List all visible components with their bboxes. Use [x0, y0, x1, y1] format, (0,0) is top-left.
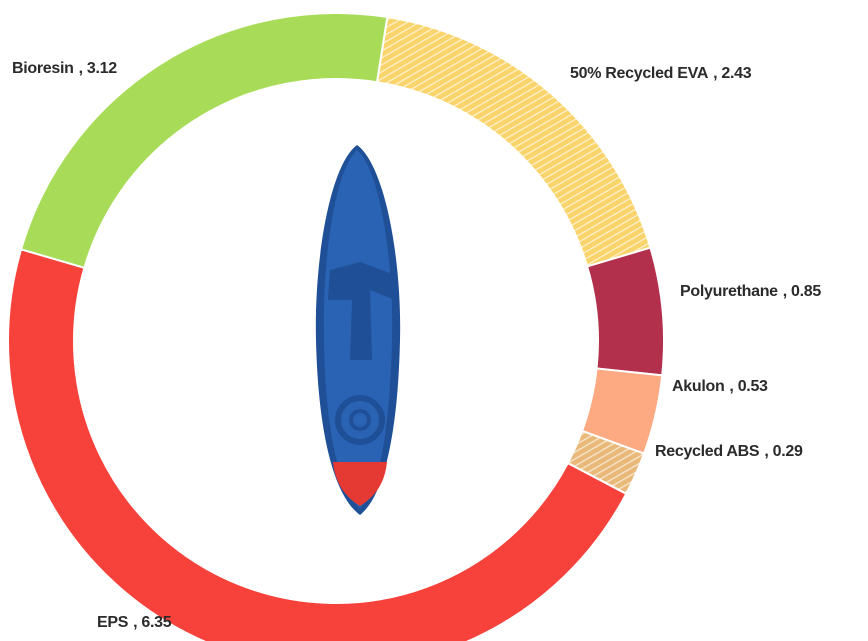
value-label: , 0.53 [729, 378, 768, 395]
category-label: Polyurethane [680, 283, 778, 300]
slice-label: EPS, 6.35 [97, 614, 172, 631]
category-label: Recycled ABS [655, 443, 760, 460]
paddle-board-image [316, 145, 400, 515]
value-label: , 6.35 [133, 614, 172, 631]
slice-label: Polyurethane , 0.85 [680, 283, 821, 300]
slice-label: Akulon , 0.53 [672, 378, 768, 395]
value-label: , 2.43 [713, 65, 752, 82]
value-label: , 0.29 [764, 443, 803, 460]
value-label: , 0.85 [783, 283, 822, 300]
category-label: Akulon [672, 378, 724, 395]
slice-label: 50% Recycled EVA, 2.43 [570, 65, 752, 82]
board-tail-pad [333, 462, 387, 506]
slice-label: Recycled ABS, 0.29 [655, 443, 803, 460]
category-label: 50% Recycled EVA [570, 65, 709, 82]
slice-label: Bioresin , 3.12 [12, 60, 117, 77]
donut-slice [587, 248, 664, 376]
category-label: Bioresin [12, 60, 74, 77]
value-label: , 3.12 [79, 60, 118, 77]
chart: 50% Recycled EVA, 2.43 Polyurethane , 0.85… [0, 0, 868, 641]
category-label: EPS [97, 614, 129, 631]
donut-slice [377, 17, 650, 266]
